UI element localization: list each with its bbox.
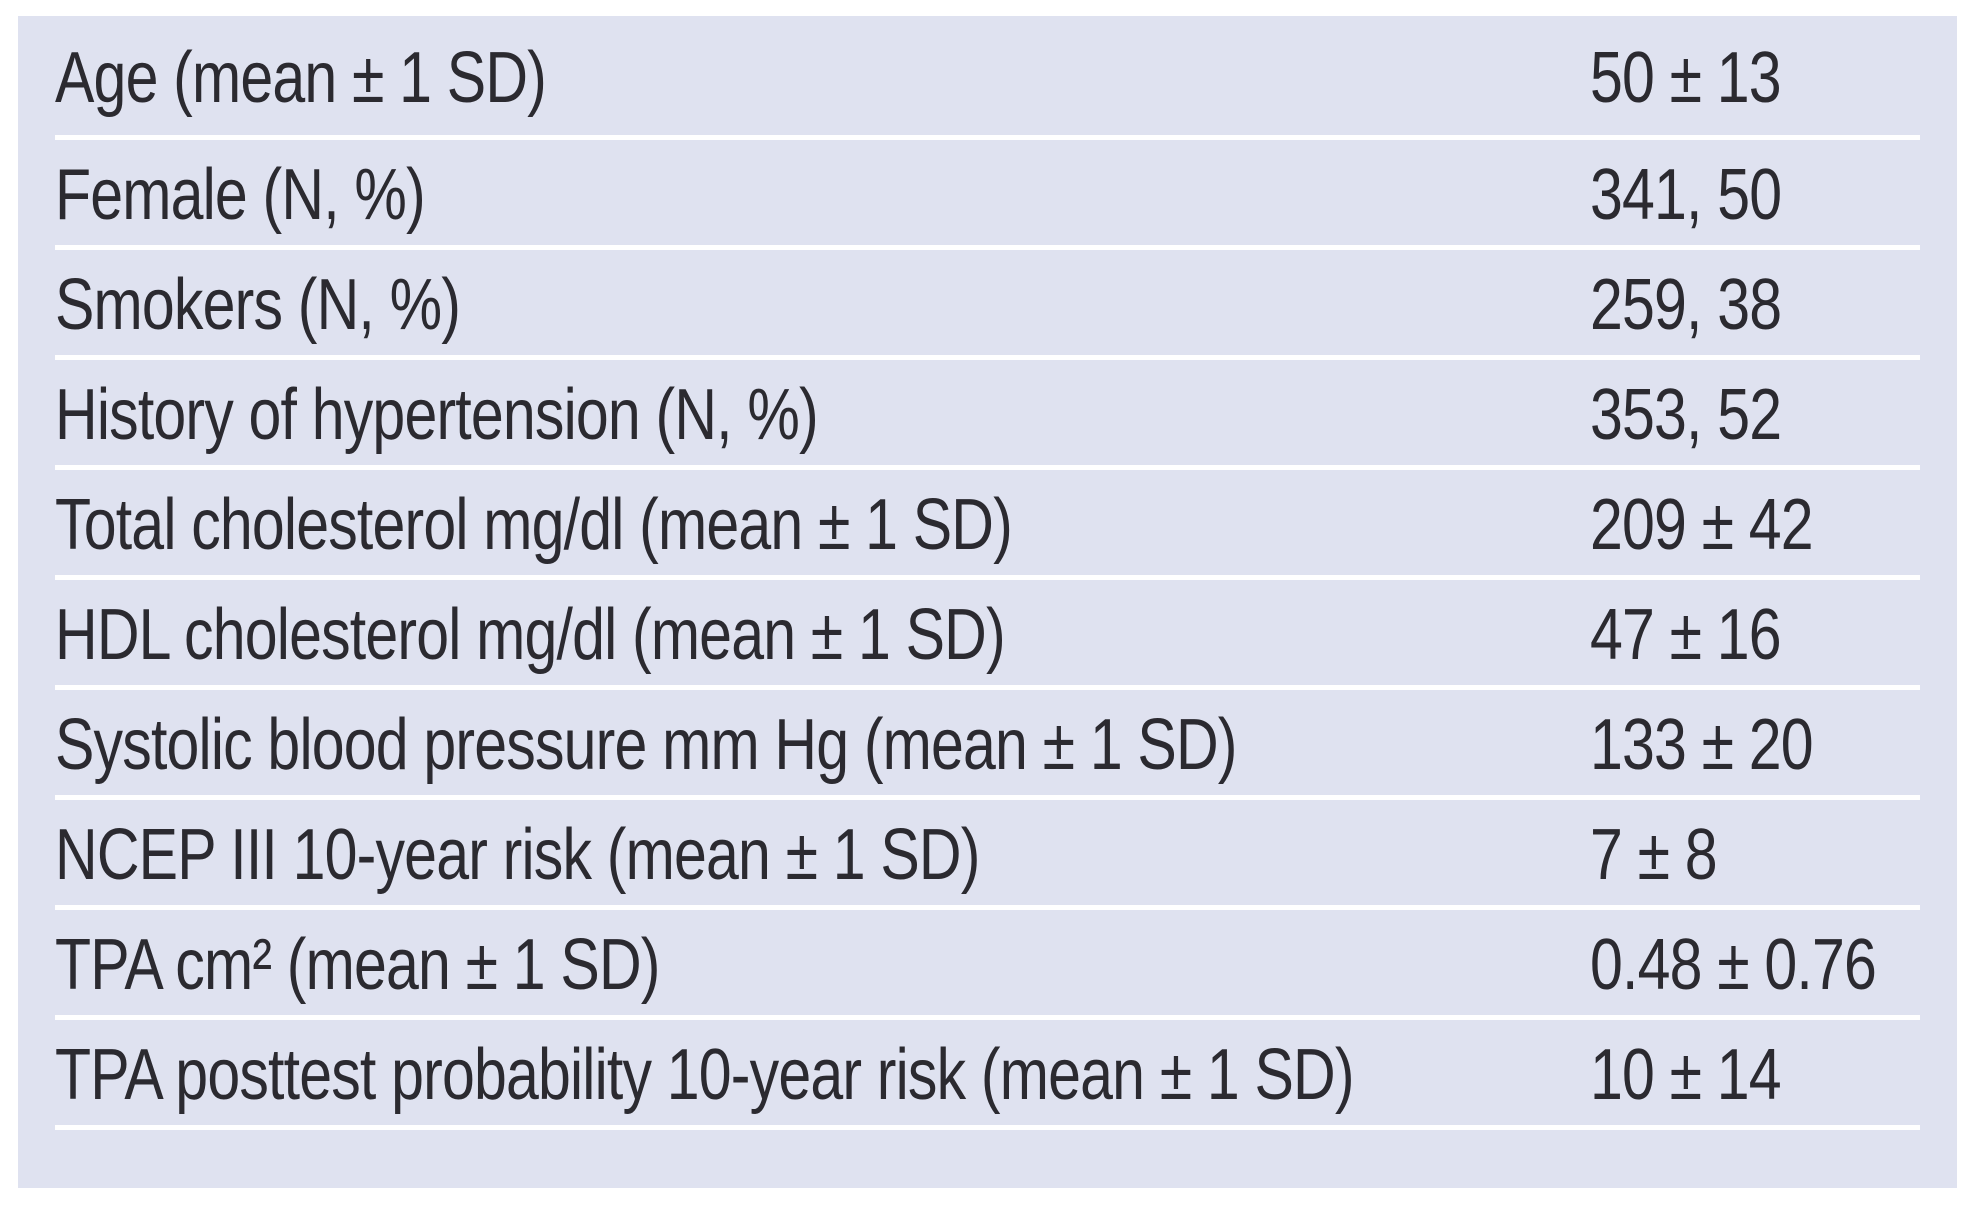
row-label-cell: Female (N, %) <box>55 159 1590 231</box>
row-value-cell: 10 ± 14 <box>1590 1039 1920 1111</box>
row-label: History of hypertension (N, %) <box>55 374 819 455</box>
row-value-cell: 341, 50 <box>1590 159 1920 231</box>
table-row: Age (mean ± 1 SD) 50 ± 13 <box>55 16 1920 140</box>
characteristics-table: Age (mean ± 1 SD) 50 ± 13 Female (N, %) … <box>18 16 1957 1188</box>
row-value-cell: 47 ± 16 <box>1590 599 1920 671</box>
row-label: TPA posttest probability 10-year risk (m… <box>55 1034 1355 1115</box>
table-row: TPA cm² (mean ± 1 SD) 0.48 ± 0.76 <box>55 910 1920 1020</box>
row-label: Smokers (N, %) <box>55 264 461 345</box>
row-label-cell: TPA cm² (mean ± 1 SD) <box>55 929 1590 1001</box>
row-value-cell: 209 ± 42 <box>1590 489 1920 561</box>
row-value: 353, 52 <box>1590 374 1782 455</box>
row-label: Systolic blood pressure mm Hg (mean ± 1 … <box>55 704 1237 785</box>
row-label: TPA cm² (mean ± 1 SD) <box>55 924 660 1005</box>
row-value: 259, 38 <box>1590 264 1782 345</box>
row-value-cell: 259, 38 <box>1590 269 1920 341</box>
row-label: Age (mean ± 1 SD) <box>55 37 547 118</box>
row-label-cell: HDL cholesterol mg/dl (mean ± 1 SD) <box>55 599 1590 671</box>
table-row: TPA posttest probability 10-year risk (m… <box>55 1020 1920 1130</box>
row-label-cell: NCEP III 10-year risk (mean ± 1 SD) <box>55 819 1590 891</box>
row-value: 47 ± 16 <box>1590 594 1782 675</box>
table-row: HDL cholesterol mg/dl (mean ± 1 SD) 47 ±… <box>55 580 1920 690</box>
row-value: 7 ± 8 <box>1590 814 1718 895</box>
row-value: 0.48 ± 0.76 <box>1590 924 1877 1005</box>
row-value-cell: 133 ± 20 <box>1590 709 1920 781</box>
table-bottom-spacer <box>55 1130 1920 1188</box>
row-label-cell: Age (mean ± 1 SD) <box>55 42 1590 114</box>
row-value-cell: 50 ± 13 <box>1590 42 1920 114</box>
row-value-cell: 353, 52 <box>1590 379 1920 451</box>
table-row: Systolic blood pressure mm Hg (mean ± 1 … <box>55 690 1920 800</box>
row-value: 341, 50 <box>1590 154 1782 235</box>
row-label-cell: TPA posttest probability 10-year risk (m… <box>55 1039 1590 1111</box>
row-value: 133 ± 20 <box>1590 704 1814 785</box>
row-value-cell: 0.48 ± 0.76 <box>1590 929 1920 1001</box>
row-value: 10 ± 14 <box>1590 1034 1782 1115</box>
row-value: 209 ± 42 <box>1590 484 1814 565</box>
row-value: 50 ± 13 <box>1590 37 1782 118</box>
table-body: Age (mean ± 1 SD) 50 ± 13 Female (N, %) … <box>55 16 1920 1188</box>
row-label-cell: History of hypertension (N, %) <box>55 379 1590 451</box>
row-label-cell: Smokers (N, %) <box>55 269 1590 341</box>
table-row: Smokers (N, %) 259, 38 <box>55 250 1920 360</box>
row-label-cell: Systolic blood pressure mm Hg (mean ± 1 … <box>55 709 1590 781</box>
table-row: History of hypertension (N, %) 353, 52 <box>55 360 1920 470</box>
row-label: HDL cholesterol mg/dl (mean ± 1 SD) <box>55 594 1006 675</box>
row-label: Total cholesterol mg/dl (mean ± 1 SD) <box>55 484 1013 565</box>
row-value-cell: 7 ± 8 <box>1590 819 1920 891</box>
table-row: NCEP III 10-year risk (mean ± 1 SD) 7 ± … <box>55 800 1920 910</box>
table-row: Female (N, %) 341, 50 <box>55 140 1920 250</box>
row-label: NCEP III 10-year risk (mean ± 1 SD) <box>55 814 980 895</box>
table-row: Total cholesterol mg/dl (mean ± 1 SD) 20… <box>55 470 1920 580</box>
row-label-cell: Total cholesterol mg/dl (mean ± 1 SD) <box>55 489 1590 561</box>
row-label: Female (N, %) <box>55 154 426 235</box>
